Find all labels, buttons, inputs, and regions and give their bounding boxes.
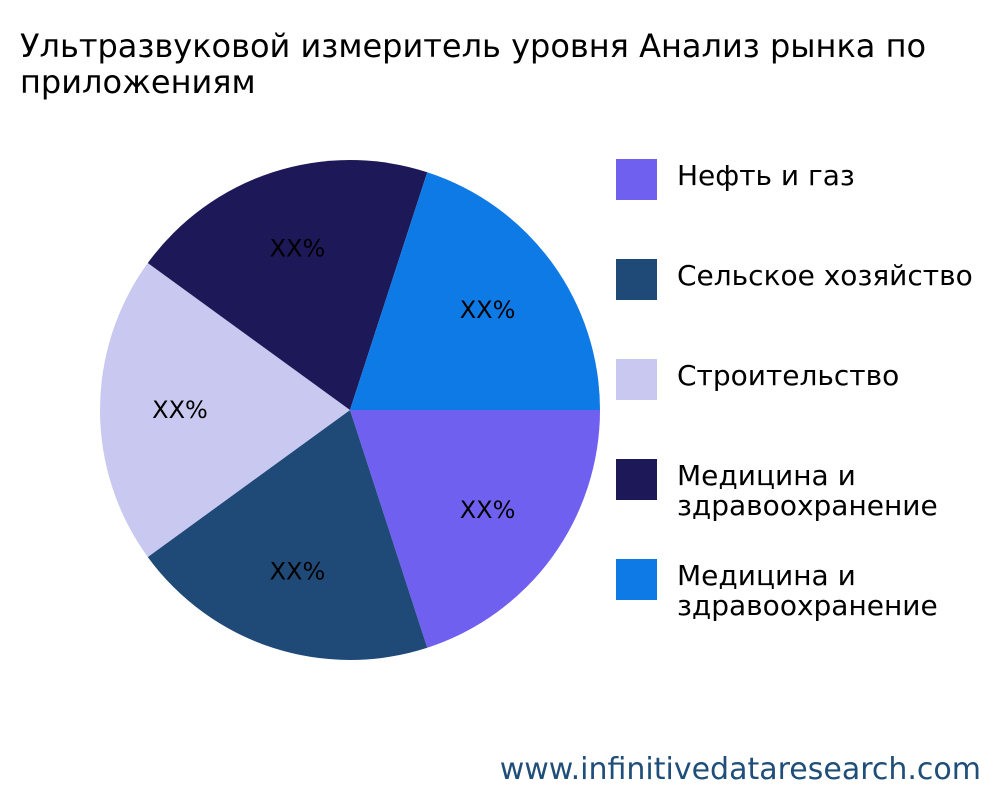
legend-swatch — [616, 359, 657, 400]
legend-label: Сельское хозяйство — [677, 259, 973, 292]
legend: Нефть и газ Сельское хозяйство Строитель… — [616, 159, 1000, 659]
pie-chart: XX% XX% XX% XX% XX% — [100, 160, 600, 660]
chart-title-line-2: приложениям — [20, 63, 256, 101]
legend-label: Нефть и газ — [677, 159, 855, 192]
slice-label: XX% — [460, 496, 516, 524]
legend-label: Медицина и здравоохранение — [677, 559, 938, 622]
pie-slice — [147, 410, 428, 660]
pie-slice — [350, 410, 600, 648]
pie-slice — [350, 172, 600, 410]
legend-label: Медицина и здравоохранение — [677, 459, 938, 522]
legend-swatch — [616, 159, 657, 200]
slice-label: XX% — [270, 558, 326, 586]
legend-item: Нефть и газ — [616, 159, 1000, 259]
legend-item: Медицина и здравоохранение — [616, 559, 1000, 659]
legend-item: Сельское хозяйство — [616, 259, 1000, 359]
pie-slice — [147, 160, 428, 410]
legend-swatch — [616, 259, 657, 300]
source-url[interactable]: www.infinitivedataresearch.com — [499, 752, 981, 787]
slice-label: XX% — [152, 396, 208, 424]
legend-swatch — [616, 559, 657, 600]
pie-slice — [100, 263, 350, 557]
slice-label: XX% — [460, 296, 516, 324]
slice-label: XX% — [270, 234, 326, 262]
legend-label: Строительство — [677, 359, 900, 392]
chart-title: Ультразвуковой измеритель уровня Анализ … — [20, 28, 995, 100]
legend-swatch — [616, 459, 657, 500]
legend-item: Строительство — [616, 359, 1000, 459]
legend-item: Медицина и здравоохранение — [616, 459, 1000, 559]
chart-title-line-1: Ультразвуковой измеритель уровня Анализ … — [20, 27, 927, 65]
